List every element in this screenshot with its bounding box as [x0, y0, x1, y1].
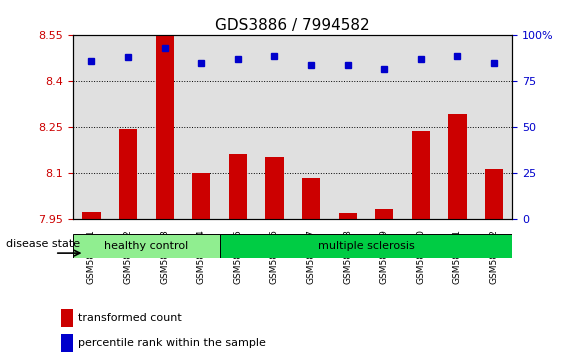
Bar	[338, 213, 357, 219]
Bar	[412, 131, 430, 219]
Text: multiple sclerosis: multiple sclerosis	[318, 241, 414, 251]
Title: GDS3886 / 7994582: GDS3886 / 7994582	[216, 18, 370, 33]
Text: disease state: disease state	[6, 239, 80, 249]
Bar	[155, 36, 174, 219]
Bar	[192, 173, 211, 219]
Bar	[229, 154, 247, 219]
Text: percentile rank within the sample: percentile rank within the sample	[78, 338, 266, 348]
Bar	[61, 334, 73, 352]
Bar	[302, 178, 320, 219]
Bar	[82, 212, 101, 219]
Bar	[448, 114, 467, 219]
Bar	[61, 309, 73, 327]
Bar	[119, 129, 137, 219]
FancyBboxPatch shape	[73, 234, 220, 258]
Text: healthy control: healthy control	[104, 241, 189, 251]
Bar	[265, 156, 284, 219]
Text: transformed count: transformed count	[78, 313, 182, 323]
Bar	[485, 169, 503, 219]
Bar	[375, 209, 394, 219]
FancyBboxPatch shape	[220, 234, 512, 258]
